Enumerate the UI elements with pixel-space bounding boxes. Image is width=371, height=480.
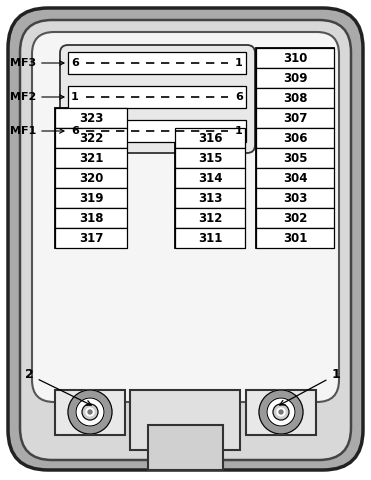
Text: 1: 1 (280, 369, 340, 405)
Text: 319: 319 (79, 192, 103, 204)
Bar (256, 168, 334, 188)
Bar (55, 108, 127, 248)
Text: 307: 307 (283, 111, 307, 124)
Bar (148, 425, 223, 470)
Text: 311: 311 (198, 231, 222, 244)
Circle shape (88, 410, 92, 414)
Bar (256, 68, 334, 88)
Text: 1: 1 (235, 58, 243, 68)
Bar (68, 52, 246, 74)
Text: 313: 313 (198, 192, 222, 204)
Bar (55, 168, 127, 188)
Bar (256, 228, 334, 248)
Text: 315: 315 (198, 152, 222, 165)
Bar (130, 390, 240, 450)
FancyBboxPatch shape (20, 20, 351, 460)
Text: 6: 6 (71, 126, 79, 136)
Bar (55, 208, 127, 228)
Text: 322: 322 (79, 132, 103, 144)
Bar (175, 128, 245, 248)
Text: 6: 6 (235, 92, 243, 102)
Text: 312: 312 (198, 212, 222, 225)
Circle shape (279, 410, 283, 414)
Text: 309: 309 (283, 72, 307, 84)
Bar (55, 390, 125, 435)
Text: 2: 2 (25, 369, 91, 405)
Circle shape (273, 404, 289, 420)
Circle shape (267, 398, 295, 426)
FancyBboxPatch shape (8, 8, 363, 470)
Circle shape (82, 404, 98, 420)
Bar (68, 86, 246, 108)
Bar (256, 48, 334, 68)
Bar (55, 128, 127, 148)
Text: 318: 318 (79, 212, 103, 225)
Text: 306: 306 (283, 132, 307, 144)
Bar (256, 48, 334, 248)
Bar (55, 148, 127, 168)
FancyBboxPatch shape (60, 45, 255, 153)
Text: 302: 302 (283, 212, 307, 225)
Bar (175, 188, 245, 208)
Bar (246, 390, 316, 435)
Bar (175, 168, 245, 188)
Text: 1: 1 (235, 126, 243, 136)
Circle shape (76, 398, 104, 426)
Text: 305: 305 (283, 152, 307, 165)
Text: 310: 310 (283, 51, 307, 64)
Text: 303: 303 (283, 192, 307, 204)
Text: 321: 321 (79, 152, 103, 165)
Circle shape (68, 390, 112, 434)
Bar (256, 108, 334, 128)
Bar (256, 148, 334, 168)
FancyBboxPatch shape (32, 32, 339, 402)
Text: 6: 6 (71, 58, 79, 68)
Circle shape (259, 390, 303, 434)
Text: MF3: MF3 (10, 58, 64, 68)
Bar (175, 208, 245, 228)
Bar (175, 228, 245, 248)
Text: 317: 317 (79, 231, 103, 244)
Bar (68, 120, 246, 142)
Bar (256, 88, 334, 108)
Bar (256, 128, 334, 148)
Bar (55, 188, 127, 208)
Bar (256, 208, 334, 228)
Text: 323: 323 (79, 111, 103, 124)
Circle shape (277, 408, 285, 416)
Text: MF1: MF1 (10, 126, 64, 136)
Text: 320: 320 (79, 171, 103, 184)
Circle shape (86, 408, 94, 416)
Bar (175, 148, 245, 168)
Text: 308: 308 (283, 92, 307, 105)
Text: MF2: MF2 (10, 92, 64, 102)
Bar (175, 128, 245, 148)
Bar (55, 228, 127, 248)
Bar (256, 188, 334, 208)
Text: 314: 314 (198, 171, 222, 184)
Bar (55, 108, 127, 128)
Text: 304: 304 (283, 171, 307, 184)
Text: 1: 1 (71, 92, 79, 102)
Text: 301: 301 (283, 231, 307, 244)
Text: 316: 316 (198, 132, 222, 144)
